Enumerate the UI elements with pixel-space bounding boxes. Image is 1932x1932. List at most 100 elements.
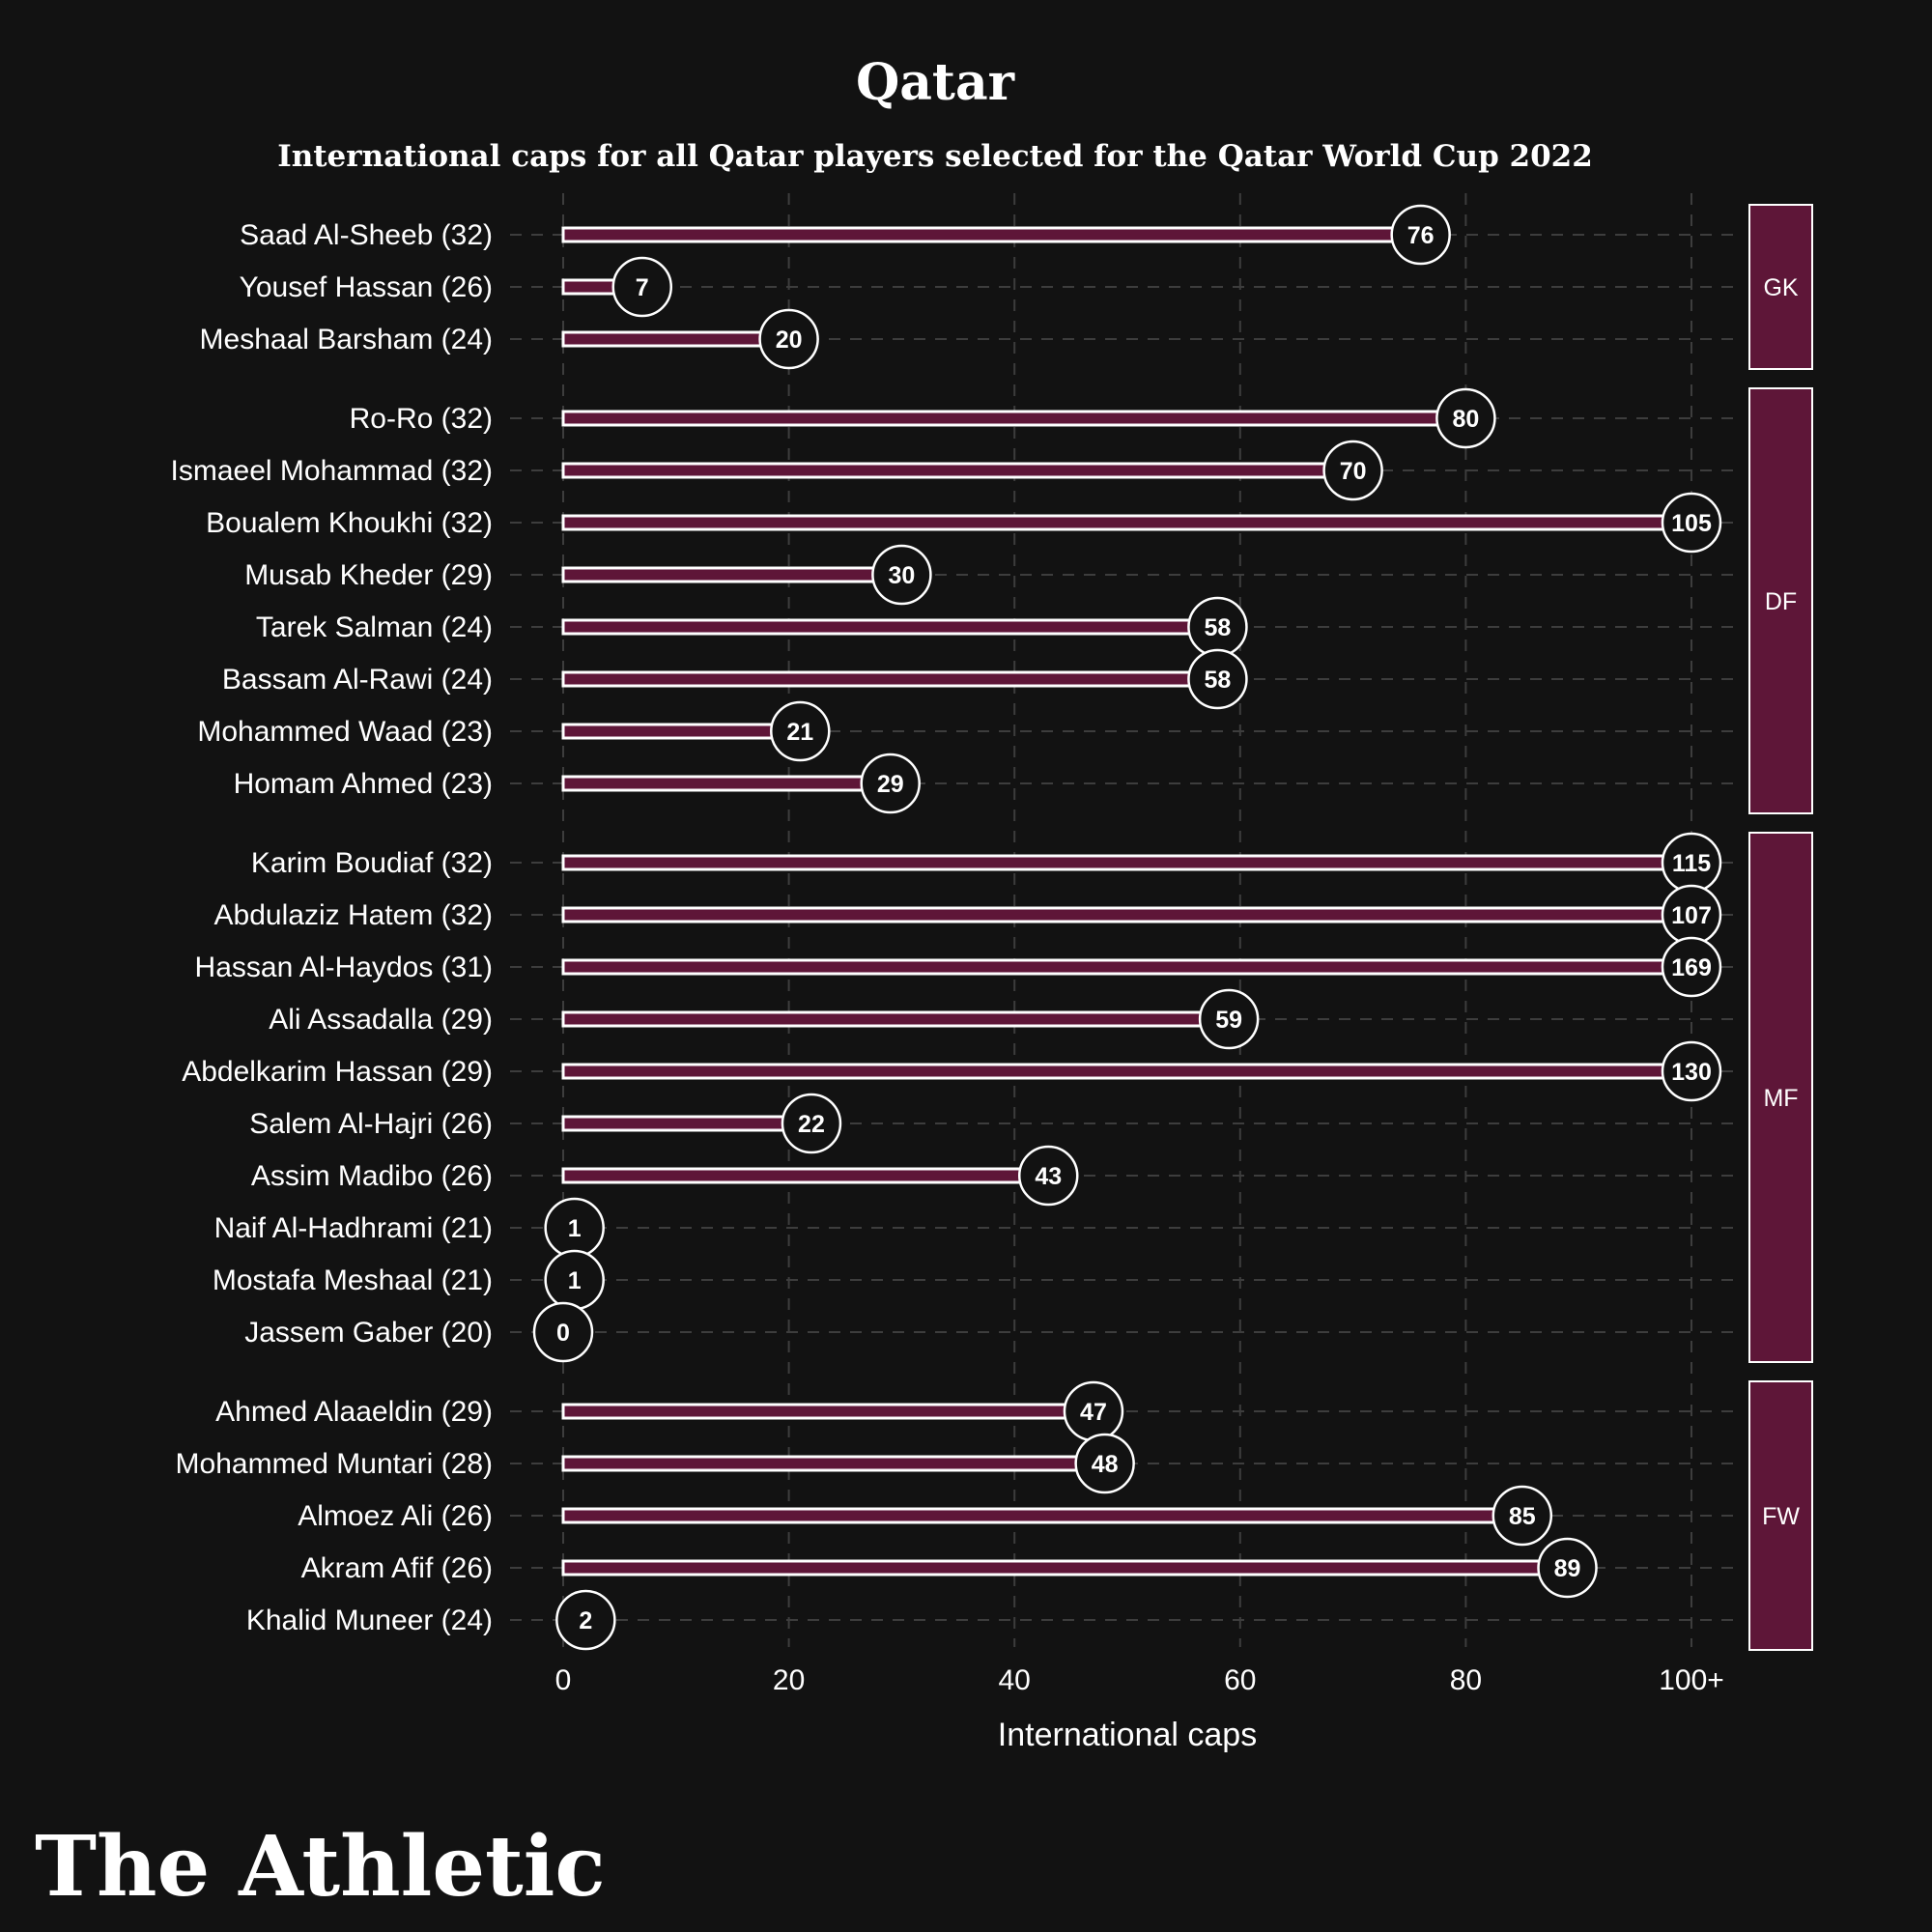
player-label: Ali Assadalla (29) (269, 1004, 493, 1036)
value-marker (1017, 1145, 1079, 1207)
bar (561, 670, 1219, 688)
player-label: Abdulaziz Hatem (32) (214, 899, 493, 931)
player-label: Salem Al-Hajri (26) (249, 1108, 493, 1140)
data-label: 107 (1671, 902, 1712, 929)
player-label: Bassam Al-Rawi (24) (222, 664, 493, 696)
group-label: GK (1763, 274, 1798, 301)
data-label: 58 (1205, 667, 1232, 694)
data-label: 169 (1671, 954, 1712, 981)
player-label: Saad Al-Sheeb (32) (240, 219, 493, 251)
group-label: FW (1762, 1503, 1800, 1530)
bar (561, 410, 1467, 427)
value-marker (758, 308, 819, 370)
data-label: 43 (1035, 1163, 1062, 1190)
data-label: 7 (636, 274, 649, 301)
player-label: Ro-Ro (32) (350, 403, 493, 435)
bar (561, 1455, 1107, 1472)
data-label: 21 (786, 719, 813, 746)
group-box (1748, 387, 1813, 814)
bar (561, 330, 791, 348)
position-groups: GK DF MF FW (1748, 204, 1813, 1651)
x-tick-label: 80 (1450, 1664, 1482, 1696)
bar (561, 854, 1693, 871)
player-label: Meshaal Barsham (24) (200, 324, 493, 355)
player-label: Karim Boudiaf (32) (251, 847, 493, 879)
player-label: Ahmed Alaaeldin (29) (215, 1396, 493, 1428)
value-marker (1661, 1040, 1722, 1102)
player-label: Mostafa Meshaal (21) (213, 1264, 493, 1296)
data-label: 80 (1452, 406, 1479, 433)
bar (561, 1167, 1050, 1184)
bar (561, 958, 1693, 976)
data-label: 2 (579, 1607, 592, 1634)
player-label: Akram Afif (26) (301, 1552, 493, 1584)
player-label: Khalid Muneer (24) (246, 1605, 493, 1636)
player-label: Jassem Gaber (20) (244, 1317, 493, 1349)
data-label: 59 (1215, 1007, 1242, 1034)
chart-subtitle: International caps for all Qatar players… (277, 139, 1593, 174)
value-marker (1661, 492, 1722, 554)
data-label: 58 (1205, 614, 1232, 641)
player-labels: Saad Al-Sheeb (32) Yousef Hassan (26) Mesh… (171, 219, 493, 1636)
value-marker (1322, 440, 1383, 501)
x-tick-label: 0 (555, 1664, 572, 1696)
group-box (1748, 204, 1813, 370)
bar (561, 462, 1355, 479)
value-marker (1492, 1485, 1553, 1547)
data-label: 85 (1509, 1503, 1536, 1530)
data-label: 105 (1671, 510, 1712, 537)
group-label: DF (1765, 588, 1797, 615)
x-tick-label: 100+ (1659, 1664, 1724, 1696)
data-label: 47 (1080, 1399, 1107, 1426)
player-label: Naif Al-Hadhrami (21) (214, 1212, 493, 1244)
group-box (1748, 832, 1813, 1363)
data-label: 1 (568, 1267, 582, 1294)
data-label: 0 (556, 1320, 570, 1347)
bar (561, 1115, 813, 1132)
bar (561, 1063, 1693, 1080)
value-marker (1390, 204, 1451, 266)
data-label: 20 (776, 327, 803, 354)
player-label: Homam Ahmed (23) (234, 768, 493, 800)
bar (561, 906, 1693, 923)
player-label: Abdelkarim Hassan (29) (182, 1056, 493, 1088)
group-label: MF (1763, 1085, 1798, 1112)
player-label: Tarek Salman (24) (256, 611, 493, 643)
player-label: Mohammed Waad (23) (197, 716, 493, 748)
chart-title: Qatar (856, 53, 1015, 112)
x-axis: 0 20 40 60 80 100+ (555, 1664, 1724, 1696)
x-tick-label: 40 (999, 1664, 1031, 1696)
player-label: Ismaeel Mohammad (32) (171, 455, 493, 487)
player-label: Almoez Ali (26) (298, 1500, 493, 1532)
value-marker (1537, 1537, 1598, 1599)
bar (561, 1559, 1570, 1577)
data-label: 48 (1092, 1451, 1119, 1478)
value-marker (781, 1093, 842, 1154)
player-label: Musab Kheder (29) (244, 559, 493, 591)
bar (561, 514, 1693, 531)
x-tick-label: 60 (1224, 1664, 1256, 1696)
x-tick-label: 20 (773, 1664, 805, 1696)
data-label: 115 (1672, 850, 1711, 877)
bars: 7672080701053058582129115107169591302243… (532, 204, 1722, 1651)
data-label: 30 (888, 562, 915, 589)
bar (561, 226, 1423, 243)
value-marker (555, 1589, 616, 1651)
value-marker (1187, 648, 1248, 710)
brand-logo: The Athletic (35, 1818, 606, 1916)
bar (561, 723, 802, 740)
value-marker (532, 1301, 594, 1363)
player-label: Boualem Khoukhi (32) (206, 507, 493, 539)
data-label: 130 (1671, 1059, 1712, 1086)
x-axis-title: International caps (998, 1717, 1257, 1753)
player-label: Yousef Hassan (26) (240, 271, 493, 303)
bar (561, 618, 1219, 636)
bar (561, 1010, 1231, 1028)
data-label: 22 (798, 1111, 825, 1138)
data-label: 29 (877, 771, 904, 798)
bar (561, 566, 903, 583)
value-marker (860, 753, 921, 814)
data-label: 70 (1340, 458, 1367, 485)
data-label: 89 (1554, 1555, 1581, 1582)
